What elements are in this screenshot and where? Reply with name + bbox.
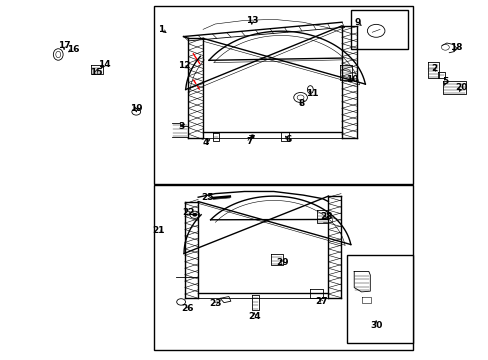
Text: 18: 18 <box>449 43 462 52</box>
Text: 15: 15 <box>90 68 102 77</box>
Text: 19: 19 <box>130 104 142 113</box>
Text: 20: 20 <box>454 83 467 92</box>
Text: 14: 14 <box>98 60 110 69</box>
Text: 10: 10 <box>345 75 357 84</box>
Text: 24: 24 <box>247 312 260 321</box>
Text: 22: 22 <box>182 208 194 217</box>
Text: 13: 13 <box>245 16 258 25</box>
Text: 16: 16 <box>66 45 79 54</box>
Text: 5: 5 <box>441 77 447 86</box>
Text: 21: 21 <box>152 226 164 235</box>
Text: 12: 12 <box>178 62 190 71</box>
Text: 4: 4 <box>202 138 208 147</box>
Text: 3: 3 <box>178 122 184 131</box>
Text: 11: 11 <box>305 89 317 98</box>
Text: 23: 23 <box>208 299 221 308</box>
FancyBboxPatch shape <box>346 255 412 343</box>
Text: 2: 2 <box>431 64 437 73</box>
Text: 6: 6 <box>285 135 291 144</box>
Text: 1: 1 <box>158 25 164 34</box>
Text: 30: 30 <box>369 321 382 330</box>
Text: 17: 17 <box>58 41 70 50</box>
Text: 26: 26 <box>181 304 193 313</box>
Circle shape <box>192 213 197 217</box>
Text: 28: 28 <box>320 212 332 221</box>
Text: 8: 8 <box>298 99 305 108</box>
Text: 25: 25 <box>201 193 214 202</box>
Text: 7: 7 <box>245 137 252 146</box>
Text: 29: 29 <box>276 258 288 267</box>
Text: 9: 9 <box>354 18 361 27</box>
FancyBboxPatch shape <box>154 6 412 184</box>
Text: 27: 27 <box>315 297 327 306</box>
FancyBboxPatch shape <box>154 185 412 350</box>
FancyBboxPatch shape <box>350 10 407 49</box>
